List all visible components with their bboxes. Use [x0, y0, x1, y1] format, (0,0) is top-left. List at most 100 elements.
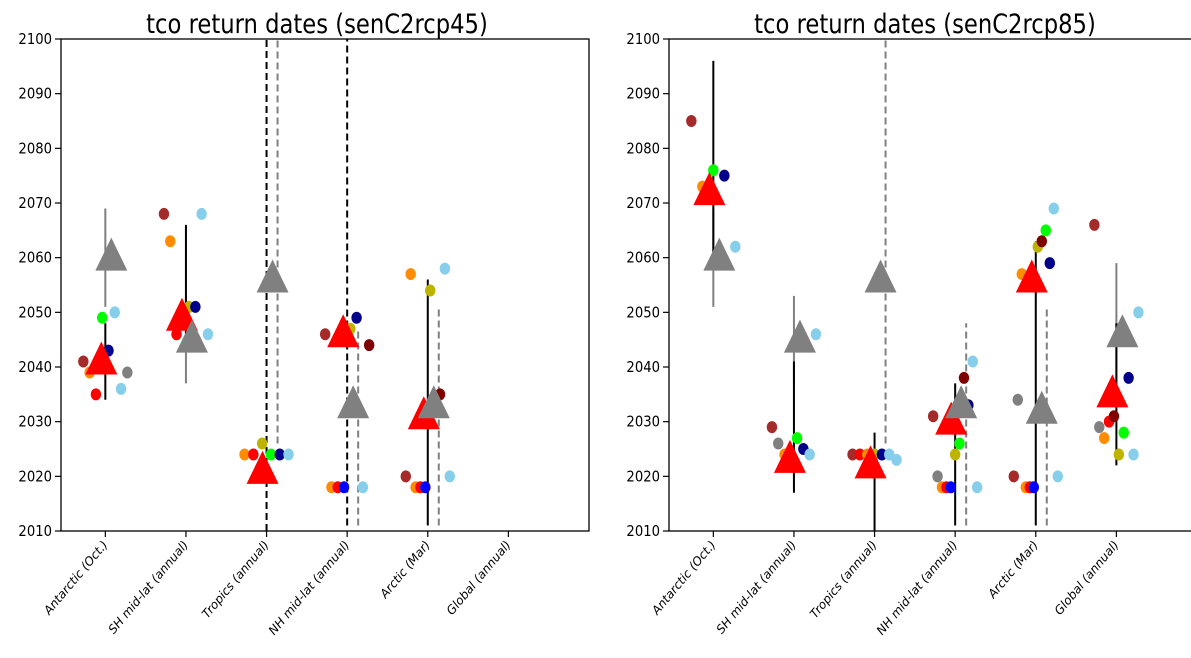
y-tick-label: 2030 — [626, 414, 660, 431]
model-point-tropics-annual-0 — [239, 448, 250, 461]
model-point-nh-mid-lat-annual-7 — [363, 339, 375, 352]
model-point-sh-mid-lat-annual-4 — [791, 432, 803, 445]
reference-triangle-tropics-annual — [864, 259, 897, 293]
model-point-sh-mid-lat-annual-2 — [171, 328, 182, 341]
model-point-tropics-annual-5 — [283, 448, 294, 461]
model-point-antarctic-oct-4 — [730, 240, 741, 253]
model-point-global-annual-0 — [1089, 218, 1100, 231]
chart-panel-right: tco return dates (senC2rcp85) 2010202020… — [626, 8, 1191, 637]
model-point-tropics-annual-4 — [876, 448, 888, 461]
model-point-tropics-annual-2 — [256, 437, 268, 450]
model-point-antarctic-oct-3 — [96, 311, 108, 324]
model-point-sh-mid-lat-annual-5 — [190, 300, 201, 313]
reference-triangle-antarctic-oct — [95, 237, 128, 271]
mmm-triangle-sh-mid-lat-annual — [773, 439, 806, 473]
y-axis: 2010 2020 2030 2040 2050 2060 2070 2080 2090 2100 — [18, 31, 61, 540]
model-point-nh-mid-lat-annual-9 — [967, 355, 978, 368]
model-point-tropics-annual-4 — [274, 448, 285, 461]
reference-triangle-arctic-mar — [417, 385, 450, 419]
reference-triangle-arctic-mar — [1025, 390, 1058, 424]
mmm-triangle-nh-mid-lat-annual — [327, 314, 360, 348]
y-tick-label: 2050 — [626, 305, 660, 322]
model-point-sh-mid-lat-annual-0 — [766, 421, 778, 434]
model-point-arctic-mar-5 — [425, 284, 436, 297]
reference-triangle-nh-mid-lat-annual — [337, 385, 370, 419]
chart-title: tco return dates (senC2rcp85) — [754, 8, 1096, 39]
model-point-nh-mid-lat-annual-4 — [945, 481, 956, 494]
mmm-triangle-tropics-annual — [246, 450, 279, 484]
model-point-antarctic-oct-3 — [719, 169, 730, 182]
model-point-antarctic-oct-5 — [109, 306, 120, 319]
model-point-sh-mid-lat-annual-1 — [773, 437, 784, 450]
model-point-tropics-annual-0 — [847, 448, 858, 461]
model-point-global-annual-9 — [1133, 306, 1144, 319]
chart-panel-left: tco return dates (senC2rcp45) 2010202020… — [18, 8, 590, 638]
x-tick-label: Tropics (annual) — [199, 538, 272, 621]
model-point-nh-mid-lat-annual-0 — [319, 328, 331, 341]
plot-area-frame — [668, 38, 1191, 532]
model-point-global-annual-5 — [1113, 448, 1125, 461]
model-point-nh-mid-lat-annual-10 — [971, 481, 983, 494]
x-tick-label: Arctic (Mar) — [985, 538, 1041, 602]
model-point-nh-mid-lat-annual-6 — [954, 437, 965, 450]
model-point-arctic-mar-11 — [1052, 470, 1063, 483]
model-point-tropics-annual-1 — [854, 448, 866, 461]
y-tick-label: 2060 — [18, 250, 52, 267]
chart-title: tco return dates (senC2rcp45) — [146, 8, 488, 39]
y-tick-label: 2100 — [18, 31, 52, 48]
mmm-triangle-tropics-annual — [854, 445, 887, 479]
model-point-sh-mid-lat-annual-1 — [165, 235, 176, 248]
model-point-nh-mid-lat-annual-0 — [927, 410, 939, 423]
x-tick-label: NH mid-lat (annual) — [266, 538, 353, 638]
reference-triangle-nh-mid-lat-annual — [945, 385, 978, 419]
y-tick-label: 2020 — [626, 469, 660, 486]
x-tick-label: Antarctic (Oct.) — [40, 538, 110, 618]
model-point-nh-mid-lat-annual-1 — [932, 470, 943, 483]
model-point-nh-mid-lat-annual-5 — [351, 311, 362, 324]
x-tick-label: Tropics (annual) — [807, 538, 880, 621]
model-point-sh-mid-lat-annual-6 — [804, 448, 815, 461]
model-point-sh-mid-lat-annual-7 — [202, 328, 214, 341]
mmm-triangle-arctic-mar — [1015, 259, 1048, 293]
model-point-nh-mid-lat-annual-7 — [958, 371, 970, 384]
model-point-nh-mid-lat-annual-5 — [949, 448, 961, 461]
reference-triangle-antarctic-oct — [703, 237, 736, 271]
model-point-sh-mid-lat-annual-6 — [196, 207, 207, 220]
y-tick-label: 2070 — [626, 195, 660, 212]
model-point-global-annual-7 — [1123, 371, 1134, 384]
model-point-tropics-annual-1 — [248, 448, 259, 461]
model-point-tropics-annual-6 — [891, 453, 902, 466]
y-axis: 2010 2020 2030 2040 2050 2060 2070 2080 2090 2100 — [626, 31, 669, 540]
x-tick-label: Global (annual) — [444, 538, 514, 618]
model-point-arctic-mar-5 — [1028, 481, 1039, 494]
model-point-sh-mid-lat-annual-7 — [810, 328, 822, 341]
model-point-global-annual-1 — [1094, 421, 1105, 434]
reference-triangle-global-annual — [1106, 314, 1139, 348]
model-point-global-annual-4 — [1108, 410, 1120, 423]
model-point-arctic-mar-9 — [444, 470, 455, 483]
y-tick-label: 2080 — [626, 141, 660, 158]
y-tick-label: 2060 — [626, 250, 660, 267]
x-tick-label: Antarctic (Oct.) — [648, 538, 718, 618]
model-point-arctic-mar-0 — [1008, 470, 1019, 483]
y-tick-label: 2100 — [626, 31, 660, 48]
model-point-arctic-mar-8 — [1040, 224, 1051, 237]
plot-area-frame — [60, 38, 590, 532]
y-tick-label: 2080 — [18, 141, 52, 158]
mmm-triangle-antarctic-oct — [693, 172, 726, 206]
model-point-arctic-mar-7 — [1036, 235, 1047, 248]
model-point-arctic-mar-10 — [1048, 202, 1059, 215]
x-tick-label: SH mid-lat (annual) — [105, 538, 191, 637]
model-point-antarctic-oct-2 — [90, 388, 102, 401]
model-point-arctic-mar-1 — [1012, 393, 1023, 406]
y-tick-label: 2090 — [18, 86, 52, 103]
model-point-antarctic-oct-0 — [686, 115, 697, 127]
x-axis: Antarctic (Oct.)SH mid-lat (annual) Tropi… — [40, 531, 514, 638]
x-tick-label: SH mid-lat (annual) — [713, 538, 799, 637]
y-tick-label: 2020 — [18, 469, 52, 486]
model-point-global-annual-6 — [1118, 426, 1129, 439]
model-point-arctic-mar-4 — [420, 481, 431, 494]
reference-triangle-tropics-annual — [256, 259, 289, 293]
model-point-sh-mid-lat-annual-0 — [158, 207, 170, 220]
